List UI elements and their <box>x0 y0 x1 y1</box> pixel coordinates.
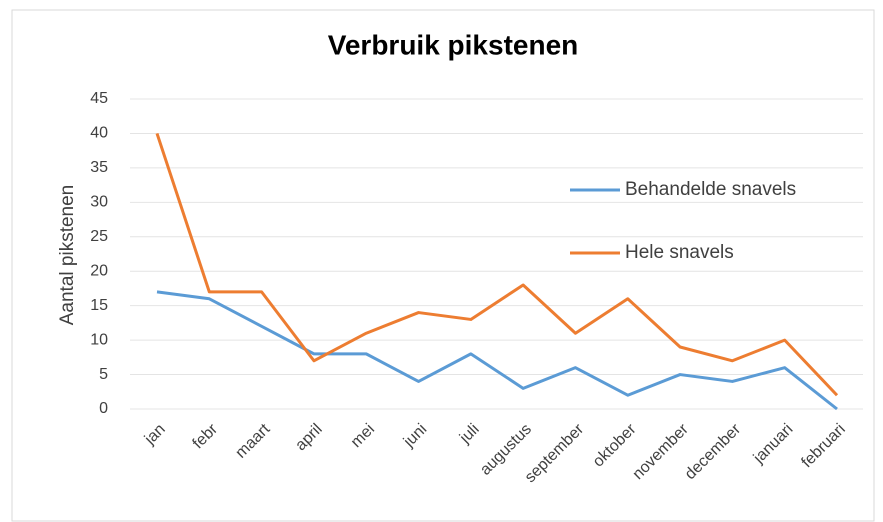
legend-label: Behandelde snavels <box>625 179 796 200</box>
chart-border <box>11 9 875 522</box>
y-tick-label: 5 <box>99 366 108 383</box>
chart-title: Verbruik pikstenen <box>328 29 579 60</box>
y-tick-label: 20 <box>90 262 108 279</box>
y-axis-title: Aantal pikstenen <box>57 185 78 326</box>
y-tick-label: 30 <box>90 194 108 211</box>
y-tick-label: 45 <box>90 90 108 107</box>
series-line <box>156 290 838 411</box>
y-tick-label: 10 <box>90 331 108 348</box>
y-tick-label: 15 <box>90 297 108 314</box>
y-tick-label: 40 <box>90 125 108 142</box>
y-tick-label: 25 <box>90 228 108 245</box>
y-tick-label: 0 <box>99 400 108 417</box>
y-tick-label: 35 <box>90 159 108 176</box>
legend-label: Hele snavels <box>625 242 734 263</box>
series-line <box>155 132 839 397</box>
